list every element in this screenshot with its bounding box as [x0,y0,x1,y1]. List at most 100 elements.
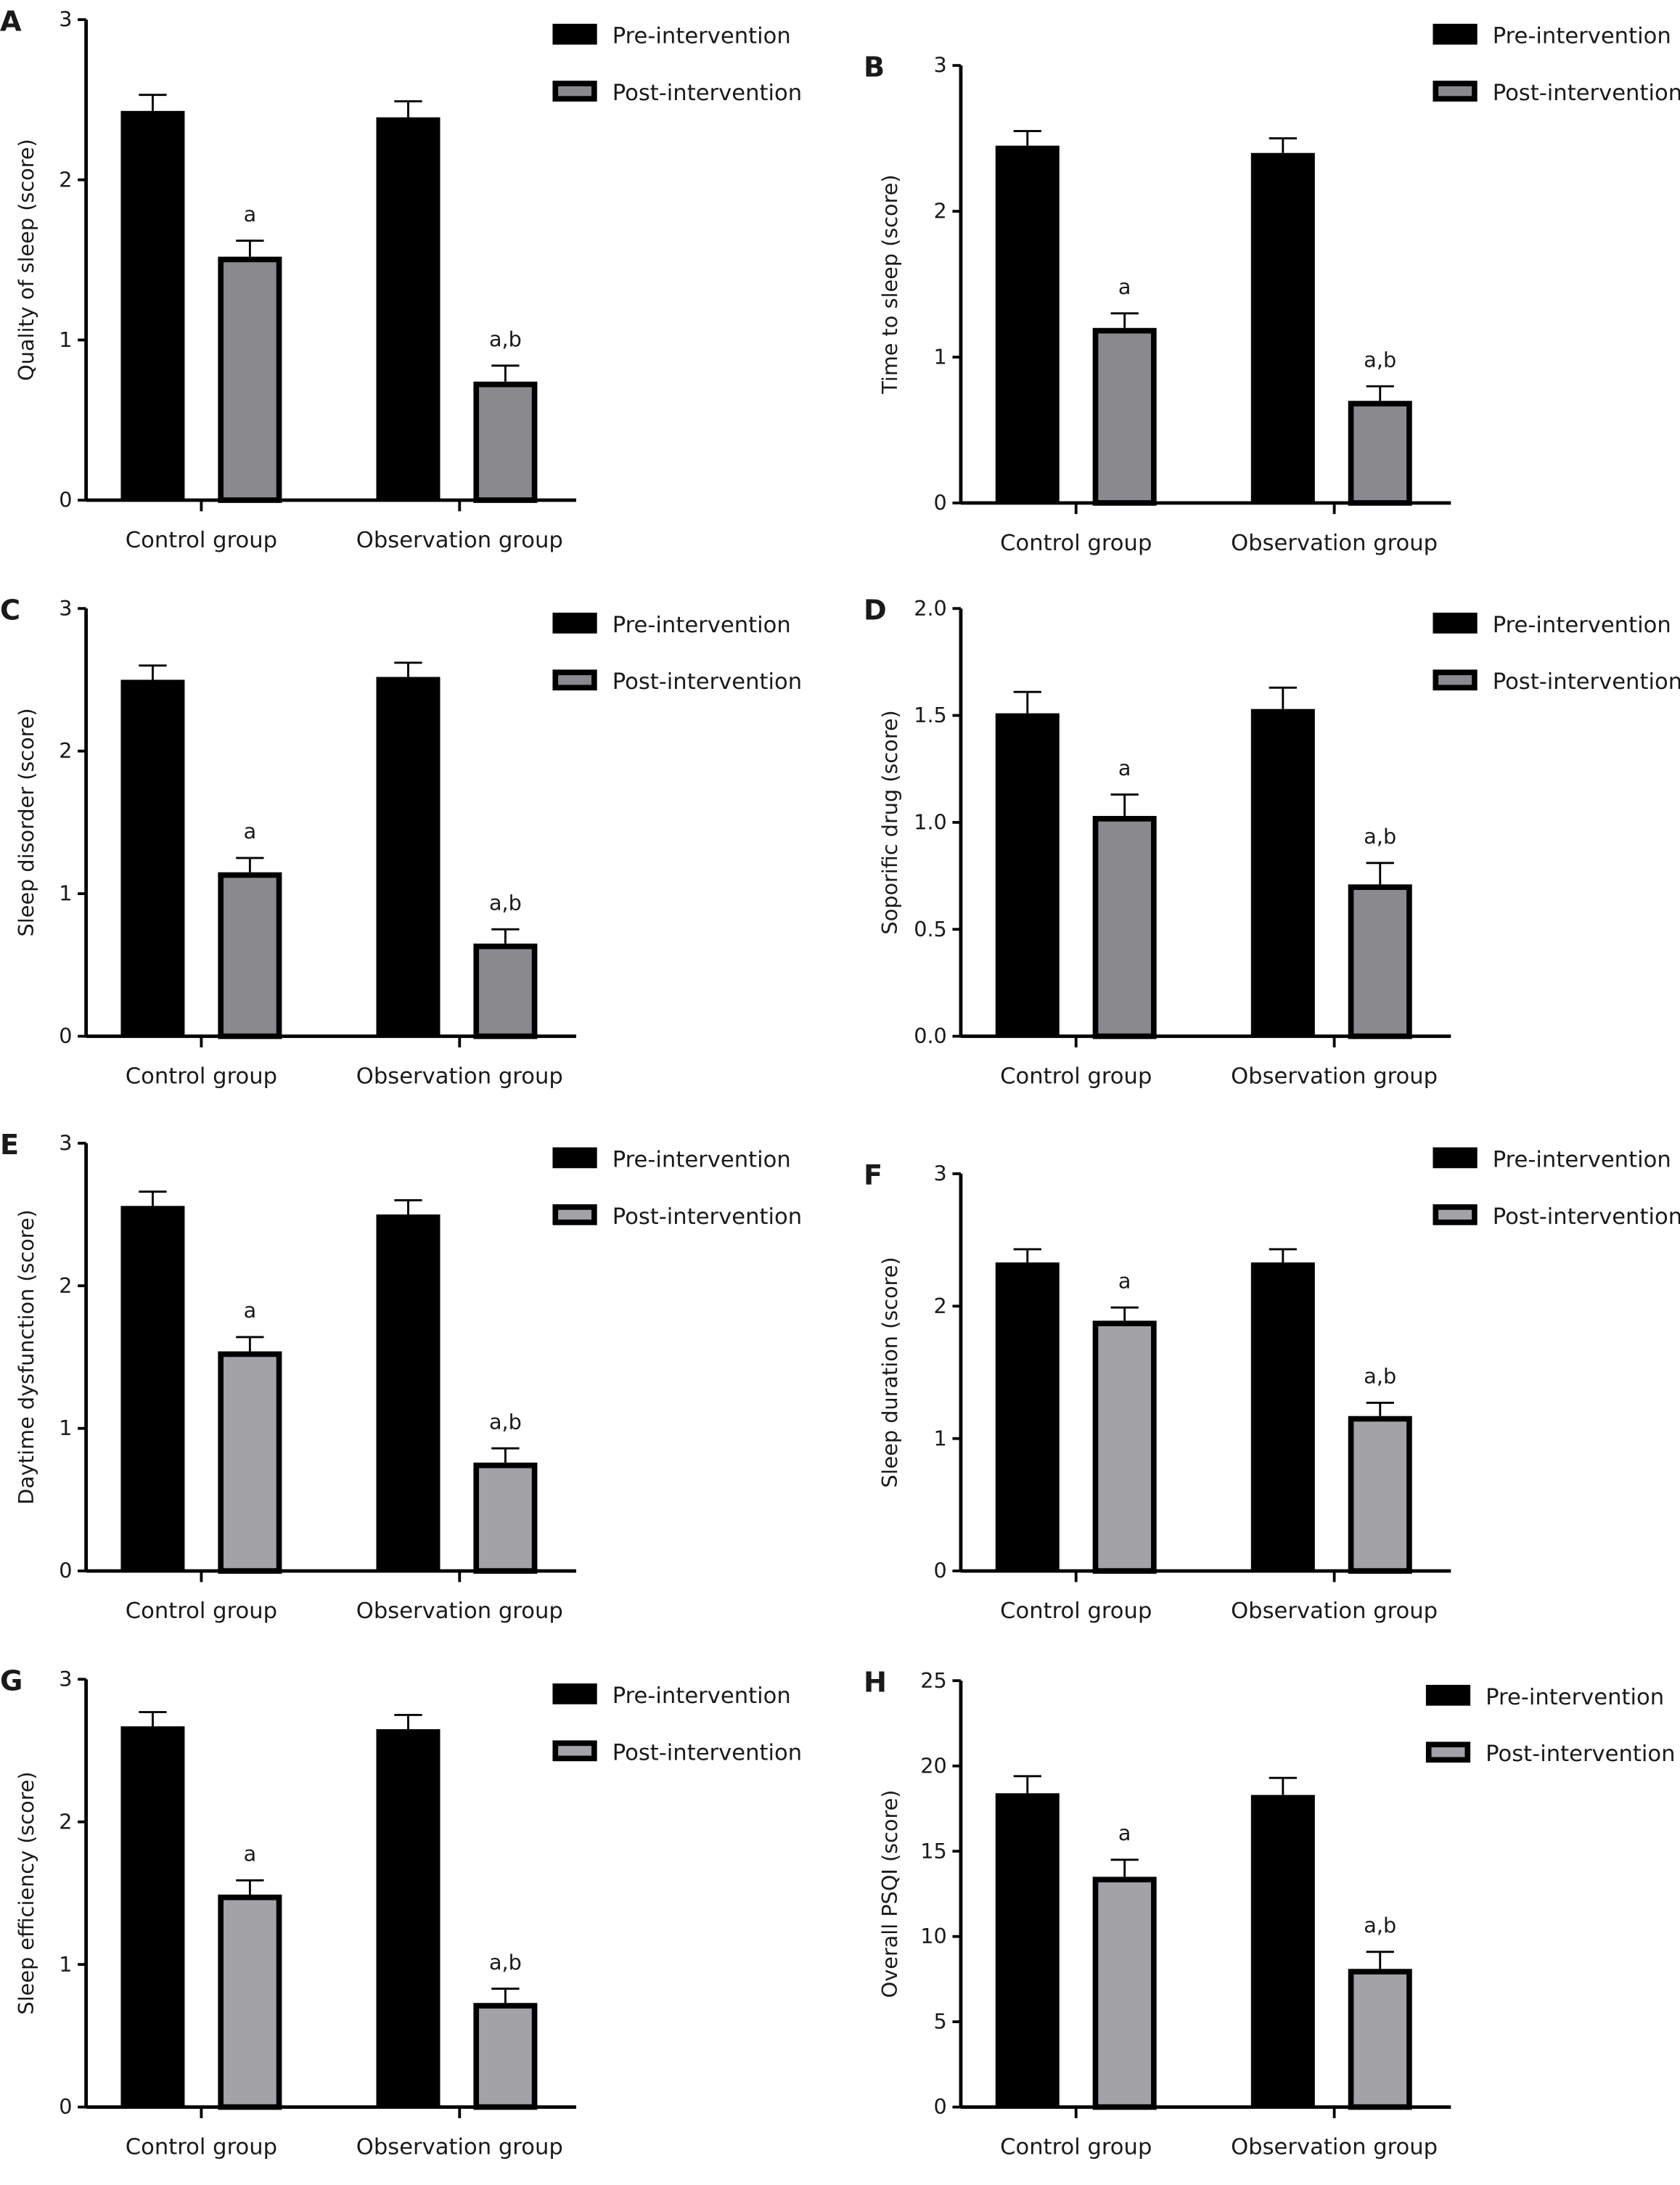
bar-pre-intervention [120,1726,185,2107]
bar-post-intervention [1348,884,1412,1040]
panel-letter: F [864,1159,882,1192]
y-tick-label: 0.0 [914,1024,947,1048]
y-tick-label: 1 [934,345,947,369]
bar-pre-intervention [995,713,1060,1037]
panel-b: B 0 1 2 3 Time to sleep (score) Control group O… [864,24,1680,556]
y-tick-label: 3 [934,1161,947,1185]
y-tick-label: 3 [59,1667,72,1691]
bar-pre-intervention [376,1729,441,2107]
x-tick-label: Observation group [1231,1064,1438,1090]
significance-label: a,b [489,327,522,351]
legend-label-post: Post-intervention [1493,669,1680,695]
legend-label-pre: Pre-intervention [1486,1685,1664,1710]
legend-swatch-pre [1433,612,1478,634]
panel-letter: A [0,5,22,38]
y-tick-label: 2 [934,199,947,224]
y-tick-label: 1.5 [914,703,947,727]
bar-pre-intervention [120,679,185,1037]
panel-letter: C [0,595,20,627]
panel-g: G 0 1 2 3 Sleep efficiency (score) Control gro… [0,1665,802,2160]
significance-label: a,b [489,1950,522,1974]
y-tick-label: 0 [934,490,947,515]
panel-letter: G [0,1665,22,1698]
y-tick-label: 25 [920,1668,947,1693]
bar-pre-intervention [1250,1794,1315,2107]
legend-swatch-pre [552,1683,597,1704]
significance-label: a [244,1298,257,1323]
legend-label-post: Post-intervention [1493,1204,1680,1230]
bar-post-intervention [218,1894,282,2110]
legend-swatch-post [552,1740,597,1762]
significance-label: a [1118,274,1131,299]
bar-post-intervention [218,256,282,503]
legend-label-pre: Pre-intervention [612,1683,791,1709]
y-tick-label: 0 [59,2094,72,2119]
panel-letter: D [864,595,887,627]
x-tick-label: Control group [1000,531,1152,556]
significance-label: a,b [489,1409,522,1434]
x-tick-label: Observation group [356,2135,563,2160]
y-tick-label: 1 [59,327,72,352]
legend-label-post: Post-intervention [612,1204,802,1230]
y-tick-label: 2.0 [914,596,947,621]
bar-pre-intervention [1250,152,1315,503]
bar-post-intervention [473,381,538,503]
y-tick-label: 0 [934,2094,947,2119]
y-axis-label: Sleep duration (score) [877,1257,902,1487]
legend-label-post: Post-intervention [1493,81,1680,106]
panel-e: E 0 1 2 3 Daytime dysfunction (score) Control … [0,1129,802,1624]
legend-label-pre: Pre-intervention [1493,1147,1671,1172]
legend-swatch-pre [1433,1147,1478,1169]
x-tick-label: Control group [126,1064,277,1090]
y-tick-label: 1.0 [914,809,947,834]
legend-swatch-pre [1433,23,1478,45]
panel-letter: B [864,51,885,83]
bar-pre-intervention [995,145,1060,503]
legend-swatch-post [1425,1741,1471,1763]
y-tick-label: 20 [920,1753,947,1778]
significance-label: a [1118,1821,1131,1845]
x-tick-label: Control group [126,2135,277,2160]
x-tick-label: Observation group [1231,1598,1438,1624]
legend-swatch-pre [552,1147,597,1169]
bar-post-intervention [218,872,282,1040]
bar-post-intervention [1092,327,1157,506]
legend-label-post: Post-intervention [612,1740,802,1765]
bar-post-intervention [473,2003,538,2110]
panel-letter: H [864,1667,887,1699]
panel-h: H 0 5 10 15 20 25 Overall PSQI (score) Control g… [864,1667,1676,2160]
legend-label-post: Post-intervention [612,81,802,106]
legend-swatch-pre [552,612,597,634]
bar-post-intervention [1092,816,1157,1040]
bar-pre-intervention [376,1214,441,1572]
y-tick-label: 0 [934,1559,947,1583]
x-tick-label: Control group [1000,2135,1152,2160]
legend-swatch-post [552,1204,597,1225]
y-tick-label: 3 [59,596,72,621]
y-axis-label: Overall PSQI (score) [877,1790,902,1998]
x-tick-label: Observation group [356,1598,563,1624]
x-tick-label: Control group [1000,1598,1152,1624]
legend-swatch-post [1433,1204,1478,1225]
y-tick-label: 1 [59,881,72,906]
panel-f: F 0 1 2 3 Sleep duration (score) Control group… [864,1147,1680,1624]
y-tick-label: 2 [59,1273,72,1298]
bar-pre-intervention [1250,1262,1315,1572]
legend-label-post: Post-intervention [612,669,802,695]
bar-pre-intervention [1250,708,1315,1037]
legend-swatch-pre [552,23,597,45]
legend-swatch-post [552,669,597,691]
bar-post-intervention [1348,1969,1412,2110]
y-tick-label: 2 [934,1294,947,1318]
bar-pre-intervention [376,677,441,1037]
legend-swatch-pre [1425,1684,1471,1706]
significance-label: a,b [1364,1913,1396,1937]
legend-swatch-post [1433,669,1478,691]
bar-pre-intervention [120,1206,185,1572]
legend-label-pre: Pre-intervention [612,613,791,638]
x-tick-label: Observation group [1231,2135,1438,2160]
bar-post-intervention [1092,1320,1157,1574]
y-tick-label: 3 [934,53,947,78]
y-tick-label: 10 [920,1924,947,1948]
y-axis-label: Quality of sleep (score) [14,139,38,380]
